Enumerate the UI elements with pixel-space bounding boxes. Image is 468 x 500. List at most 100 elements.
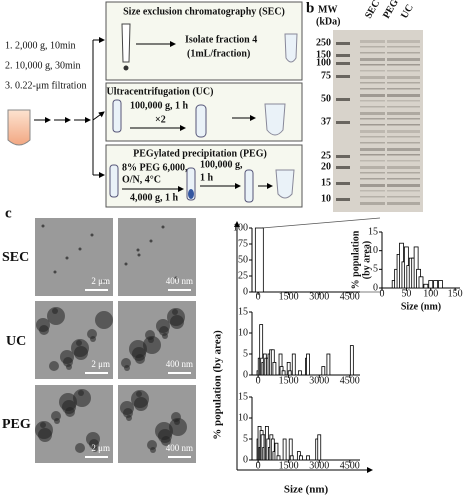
box-line: O/N, 4°C [122, 174, 161, 185]
sec-box [105, 1, 303, 81]
particle [65, 256, 69, 260]
tube [275, 169, 295, 199]
row-label: SEC [2, 250, 29, 265]
x-tick-label: 4500 [340, 291, 360, 302]
band [387, 184, 420, 187]
band [360, 130, 385, 133]
band [360, 124, 385, 126]
row-label: UC [6, 334, 26, 349]
bar [418, 276, 424, 289]
band [387, 124, 420, 126]
particle [36, 318, 50, 332]
band [360, 166, 385, 169]
x-tick-label: 1500 [279, 291, 299, 302]
y-axis-label: (by area) [361, 241, 372, 279]
x-tick-label: 3000 [309, 291, 329, 302]
band [387, 148, 420, 151]
band [360, 94, 385, 97]
band [360, 106, 385, 108]
band [360, 148, 385, 151]
band [387, 178, 420, 180]
particle [167, 308, 185, 326]
mw-label: 37 [321, 116, 331, 127]
box-line: 100,000 g, [200, 159, 243, 170]
box-line: 4,000 g, 1 h [130, 192, 179, 203]
y-tick-label: 15 [238, 306, 248, 317]
box-line: ×2 [155, 114, 166, 125]
x-tick-label: 4500 [340, 375, 360, 386]
x-tick-label: 150 [448, 288, 463, 299]
mw-label: 100 [316, 57, 331, 68]
x-axis-label: Size (nm) [284, 484, 329, 496]
band [360, 178, 385, 180]
tube [195, 104, 207, 138]
band [360, 40, 385, 43]
bar [254, 227, 264, 293]
bar [297, 370, 302, 376]
marker-band [336, 62, 350, 65]
particle [60, 350, 74, 364]
bar [317, 434, 322, 461]
particle [75, 443, 85, 453]
particle [53, 270, 57, 274]
particle [73, 389, 91, 407]
tube [109, 164, 119, 198]
bar [433, 280, 439, 289]
tube [112, 99, 122, 133]
row-label: PEG [2, 417, 31, 432]
band [387, 172, 420, 174]
mw-label: 250 [316, 37, 331, 48]
box-line: 8% PEG 6,000, [122, 162, 188, 173]
y-tick-label: 5 [243, 433, 248, 444]
band [387, 94, 420, 97]
particle [78, 390, 84, 396]
scale-label: 2 μm [91, 443, 110, 453]
bar [413, 246, 419, 289]
particle [124, 262, 128, 266]
x-tick-label: 4500 [340, 460, 360, 471]
band [387, 46, 420, 48]
band [387, 196, 420, 198]
box-title: Ultracentrifugation (UC) [107, 86, 214, 97]
band [360, 196, 385, 198]
bar [289, 455, 294, 461]
band [387, 142, 420, 144]
y-tick-label: 10 [368, 245, 378, 256]
scale-label: 2 μm [91, 359, 110, 369]
bar [272, 361, 277, 376]
band [360, 154, 385, 156]
particle [136, 391, 142, 397]
bar [281, 370, 286, 376]
marker-band [336, 42, 350, 45]
marker-band [336, 121, 350, 124]
band [360, 52, 385, 54]
particle [129, 340, 147, 358]
flow-arrows [34, 37, 105, 178]
particle [49, 361, 59, 371]
band [387, 118, 420, 120]
band [360, 46, 385, 48]
micrograph [35, 218, 113, 296]
band [387, 100, 420, 102]
band [387, 154, 420, 156]
box-title: PEGylated precipitation (PEG) [133, 148, 267, 159]
scale-label: 400 nm [166, 276, 193, 286]
band [387, 88, 420, 90]
band [387, 112, 420, 115]
particle [145, 330, 155, 340]
panel-label: c [5, 205, 12, 221]
bar [282, 438, 287, 461]
lane-label: SEC [363, 0, 382, 21]
lane-label: PEG [381, 0, 401, 21]
scale-label: 400 nm [166, 443, 193, 453]
y-tick-label: 10 [238, 412, 248, 423]
band [387, 136, 420, 138]
particle [71, 339, 89, 357]
mw-label: 10 [321, 193, 331, 204]
band [387, 166, 420, 169]
bar [428, 280, 434, 289]
y-tick-label: 25 [238, 270, 248, 281]
pellet [188, 189, 194, 199]
band [387, 58, 420, 61]
